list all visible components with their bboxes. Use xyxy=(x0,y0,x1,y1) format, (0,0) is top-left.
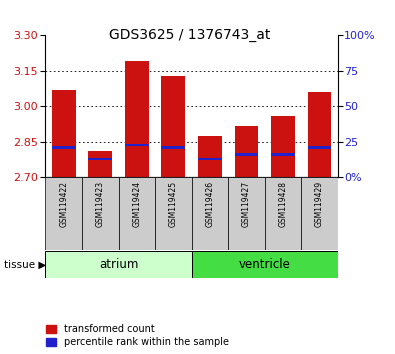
Text: GSM119427: GSM119427 xyxy=(242,181,251,227)
Bar xyxy=(271,116,295,177)
Legend: transformed count, percentile rank within the sample: transformed count, percentile rank withi… xyxy=(44,322,231,349)
Bar xyxy=(235,153,258,156)
Bar xyxy=(52,146,75,149)
Bar xyxy=(162,146,185,149)
Text: GDS3625 / 1376743_at: GDS3625 / 1376743_at xyxy=(109,28,270,42)
Bar xyxy=(198,136,222,177)
Bar xyxy=(45,251,192,278)
Bar xyxy=(198,158,222,160)
Text: GSM119422: GSM119422 xyxy=(59,181,68,227)
Bar xyxy=(82,177,118,250)
Bar xyxy=(192,177,228,250)
Bar xyxy=(162,75,185,177)
Text: atrium: atrium xyxy=(99,258,138,271)
Bar xyxy=(228,177,265,250)
Bar xyxy=(271,153,295,156)
Bar xyxy=(45,177,82,250)
Bar xyxy=(52,90,75,177)
Text: ventricle: ventricle xyxy=(239,258,291,271)
Text: GSM119426: GSM119426 xyxy=(205,181,214,227)
Bar xyxy=(308,92,331,177)
Bar xyxy=(118,177,155,250)
Bar xyxy=(125,144,149,146)
Text: GSM119423: GSM119423 xyxy=(96,181,105,227)
Bar xyxy=(125,61,149,177)
Text: GSM119428: GSM119428 xyxy=(278,181,288,227)
Bar xyxy=(308,146,331,149)
Bar xyxy=(88,158,112,160)
Bar xyxy=(192,251,338,278)
Text: tissue ▶: tissue ▶ xyxy=(4,259,46,270)
Bar xyxy=(155,177,192,250)
Bar xyxy=(88,151,112,177)
Text: GSM119425: GSM119425 xyxy=(169,181,178,227)
Bar xyxy=(235,126,258,177)
Bar xyxy=(265,177,301,250)
Text: GSM119424: GSM119424 xyxy=(132,181,141,227)
Text: GSM119429: GSM119429 xyxy=(315,181,324,227)
Bar xyxy=(301,177,338,250)
